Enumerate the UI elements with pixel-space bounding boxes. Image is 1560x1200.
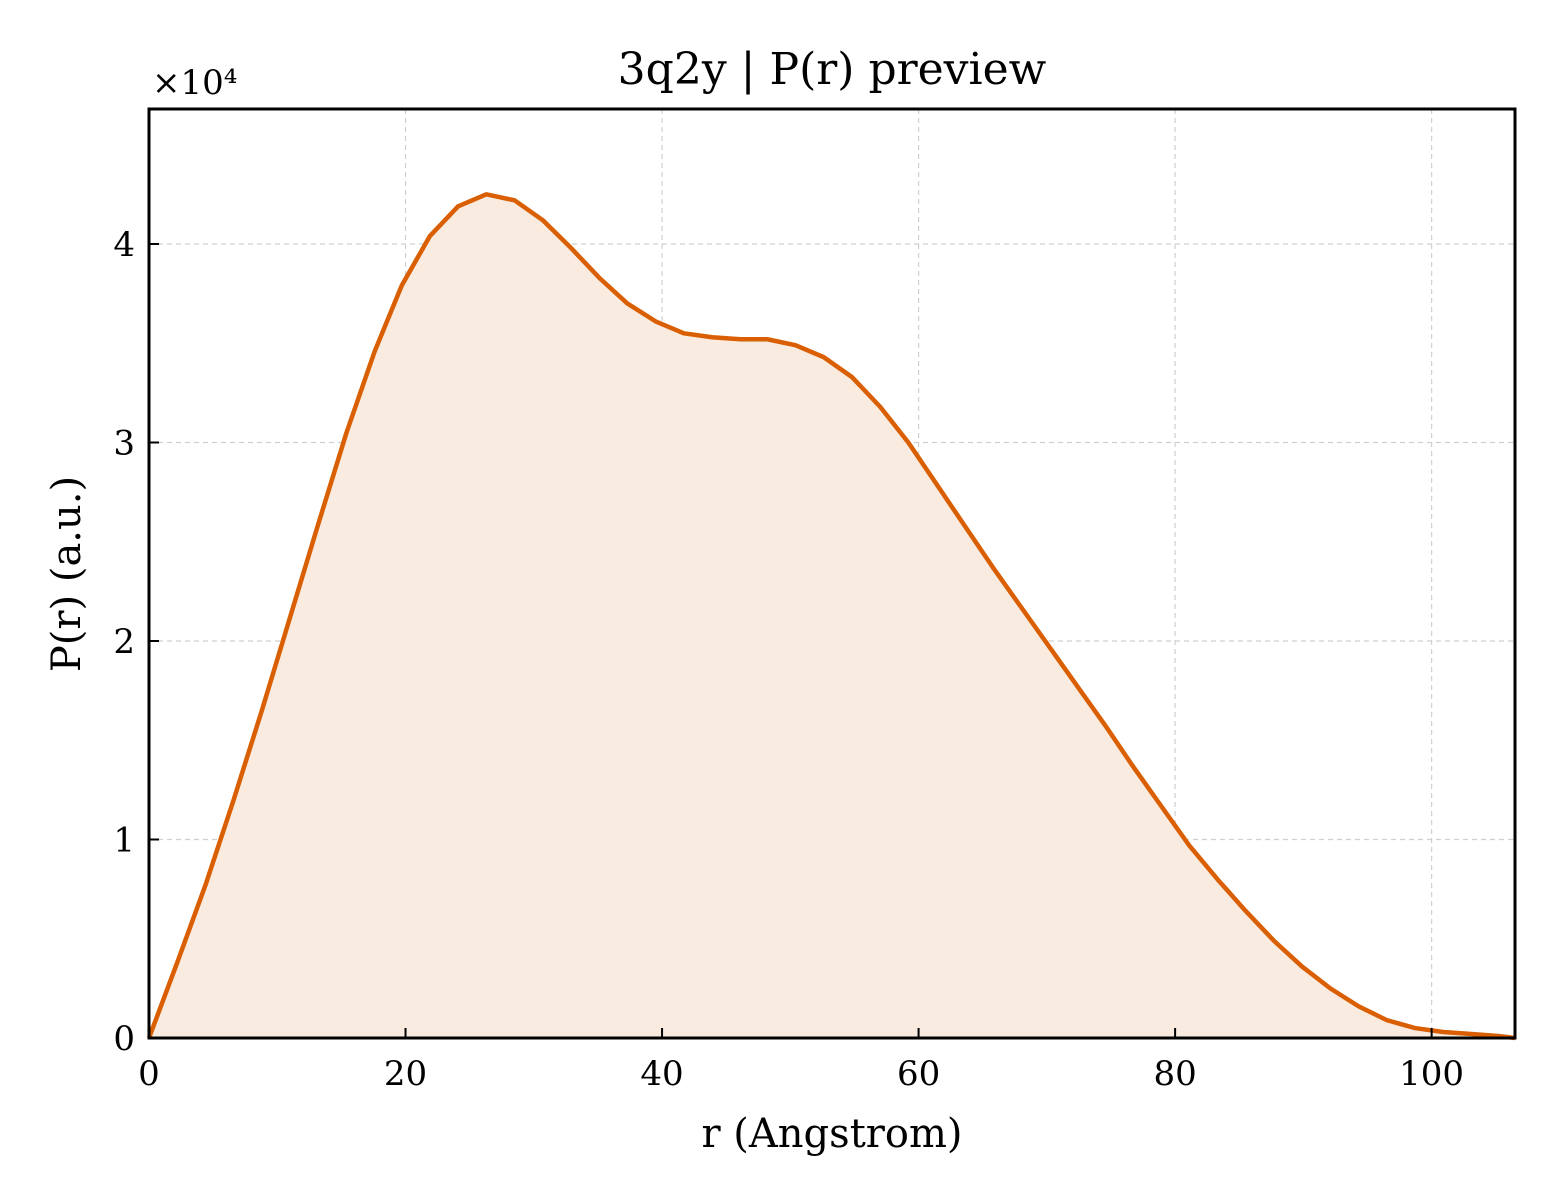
series-line: [146, 192, 1516, 1041]
y-offset-label: ×10⁴: [152, 63, 237, 103]
y-tick-label: 2: [113, 622, 135, 662]
x-tick-label: 40: [640, 1054, 683, 1094]
x-tick-label: 80: [1153, 1054, 1196, 1094]
x-tick-label: 100: [1399, 1054, 1464, 1094]
y-tick-label: 4: [113, 225, 135, 265]
x-tick-label: 60: [897, 1054, 940, 1094]
x-tick-label: 0: [138, 1054, 160, 1094]
ticks: 0 20 40 60 80 100 0 1 2 3 4: [113, 225, 1464, 1094]
x-axis-label: r (Angstrom): [701, 1111, 962, 1157]
y-tick-label: 3: [113, 423, 135, 463]
y-axis-label: P(r) (a.u.): [44, 476, 90, 672]
y-tick-label: 0: [113, 1019, 135, 1059]
area-fill: [149, 194, 1515, 1039]
chart-title: 3q2y | P(r) preview: [618, 44, 1047, 95]
plot-frame: [147, 107, 1517, 1040]
y-tick-label: 1: [113, 820, 135, 860]
x-tick-label: 20: [384, 1054, 427, 1094]
